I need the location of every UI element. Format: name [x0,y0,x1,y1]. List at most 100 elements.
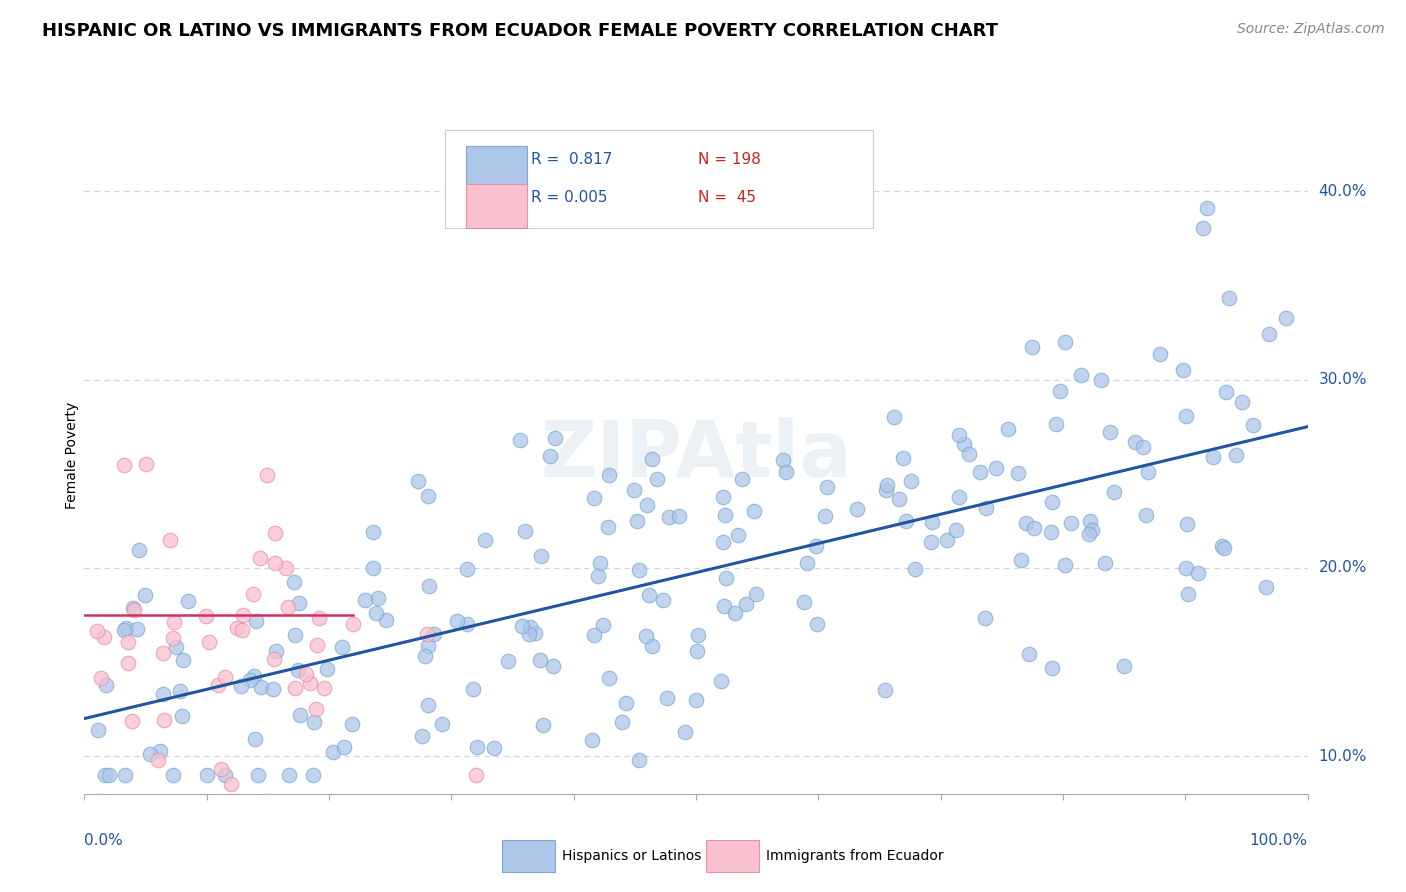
Point [195,768,218,782]
Point [1258,326,1281,341]
Point [86,624,108,639]
Point [651,592,673,607]
Point [636,629,658,643]
Point [891,450,914,465]
Point [519,620,541,634]
Point [1090,372,1112,386]
Point [264,526,287,541]
Point [668,508,690,523]
Point [1098,425,1121,439]
Point [997,422,1019,436]
Point [134,588,156,602]
Point [894,514,917,528]
Point [316,662,339,676]
Point [1045,417,1067,432]
Point [456,562,478,576]
Point [734,598,756,612]
Point [114,768,136,782]
Point [262,682,284,697]
Point [464,768,486,782]
Point [1094,556,1116,570]
Point [945,523,967,537]
Point [614,696,637,710]
Point [93,630,115,644]
Point [308,610,330,624]
Point [531,718,554,732]
Point [482,740,505,755]
Point [302,768,325,782]
Point [1070,368,1092,383]
Point [146,754,169,768]
Point [685,692,707,706]
Point [456,617,478,632]
Point [214,670,236,684]
Point [1132,440,1154,454]
FancyBboxPatch shape [446,129,873,227]
Point [711,535,734,549]
Point [209,762,232,776]
Point [498,654,520,668]
Point [98,768,121,782]
Point [1149,347,1171,361]
Point [626,514,648,528]
Point [1187,566,1209,580]
Point [1053,558,1076,573]
Point [245,614,267,628]
Point [257,793,280,807]
Point [125,623,148,637]
Point [256,467,278,482]
Text: Immigrants from Ecuador: Immigrants from Ecuador [766,849,943,863]
Point [974,500,997,515]
Text: R = 0.005: R = 0.005 [531,190,607,205]
Point [921,516,943,530]
Point [1225,448,1247,462]
Point [920,535,942,549]
Y-axis label: Female Poverty: Female Poverty [65,401,79,508]
Point [342,617,364,632]
Point [517,627,540,641]
Point [232,607,254,622]
Point [364,607,387,621]
Point [948,491,970,505]
Point [1135,508,1157,522]
Point [582,491,605,505]
Point [1010,552,1032,566]
Point [249,551,271,566]
Point [713,491,735,505]
Point [1053,335,1076,350]
Text: Hispanics or Latinos: Hispanics or Latinos [562,849,702,863]
Text: 20.0%: 20.0% [1319,560,1367,575]
Point [163,615,186,629]
Point [876,477,898,491]
Point [586,569,609,583]
Point [1081,523,1104,537]
Point [1218,291,1240,305]
Point [177,594,200,608]
Point [582,627,605,641]
Point [263,652,285,666]
Point [640,639,662,653]
Point [513,524,536,538]
Point [461,682,484,697]
Point [814,508,837,523]
Point [1275,310,1298,325]
Text: ZIPAtla: ZIPAtla [540,417,852,493]
Point [288,596,311,610]
Point [1211,540,1233,554]
Point [152,688,174,702]
Point [231,623,253,637]
Point [1021,340,1043,354]
Point [1123,435,1146,450]
Point [122,603,145,617]
Point [354,593,377,607]
Point [284,681,307,695]
FancyBboxPatch shape [706,840,759,872]
Point [686,644,709,658]
Point [936,533,959,547]
Point [1007,466,1029,480]
Point [953,437,976,451]
Point [333,739,356,754]
Point [887,491,910,506]
Point [1173,363,1195,377]
Point [1215,385,1237,400]
